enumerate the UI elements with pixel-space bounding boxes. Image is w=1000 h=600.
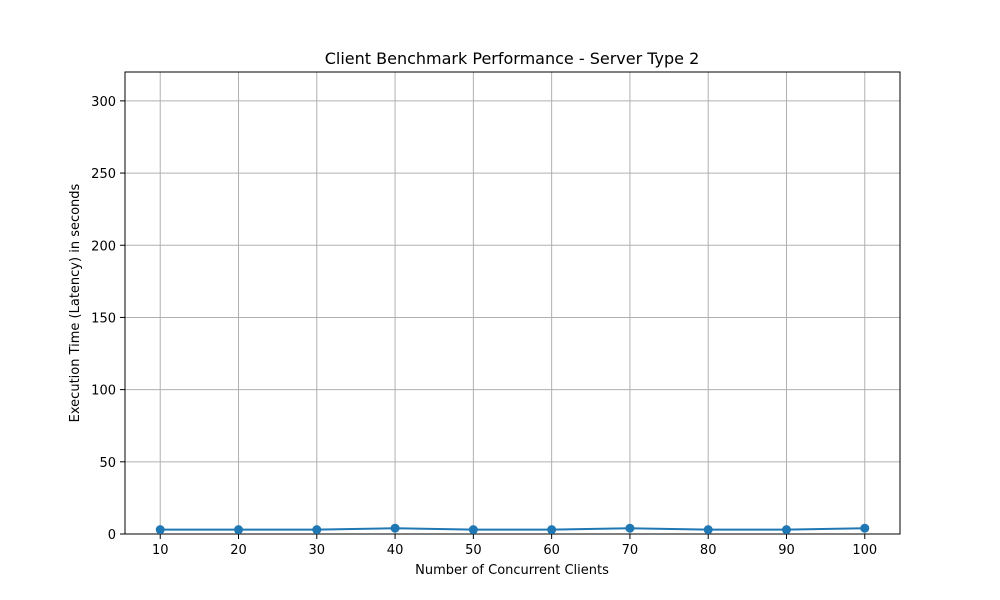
- data-point: [703, 525, 713, 535]
- x-tick-label: 50: [465, 543, 482, 558]
- series-layer: [155, 523, 870, 535]
- y-tick-label: 150: [91, 311, 116, 326]
- data-point: [234, 525, 244, 535]
- data-point: [390, 523, 400, 533]
- x-tick-label: 60: [543, 543, 560, 558]
- plot-frame: [124, 71, 901, 535]
- chart-title: Client Benchmark Performance - Server Ty…: [325, 49, 700, 68]
- data-point: [625, 523, 635, 533]
- y-tick-label: 0: [108, 528, 116, 543]
- y-tick-label: 50: [99, 456, 116, 471]
- data-point: [468, 525, 478, 535]
- x-tick-label: 10: [152, 543, 169, 558]
- y-tick-label: 100: [91, 384, 116, 399]
- y-tick-label: 250: [91, 167, 116, 182]
- y-axis-label: Execution Time (Latency) in seconds: [68, 183, 83, 422]
- y-tick-label: 200: [91, 239, 116, 254]
- x-tick-label: 70: [622, 543, 639, 558]
- data-point: [155, 525, 165, 535]
- y-tick-label: 300: [91, 95, 116, 110]
- x-axis-label: Number of Concurrent Clients: [415, 563, 609, 578]
- x-tick-label: 30: [309, 543, 326, 558]
- y-axis-ticks: 0 50 100 150 200 250 300: [91, 95, 125, 543]
- x-axis-ticks: 10 20 30 40 50 60 70 80 90 100: [152, 534, 877, 558]
- data-point: [781, 525, 791, 535]
- data-point: [860, 523, 870, 533]
- x-tick-label: 80: [700, 543, 717, 558]
- x-tick-label: 40: [387, 543, 404, 558]
- x-tick-label: 100: [852, 543, 877, 558]
- data-point: [312, 525, 322, 535]
- x-tick-label: 20: [230, 543, 247, 558]
- series-line: [160, 527, 865, 531]
- x-tick-label: 90: [778, 543, 795, 558]
- grid-lines: [125, 72, 900, 535]
- data-point: [547, 525, 557, 535]
